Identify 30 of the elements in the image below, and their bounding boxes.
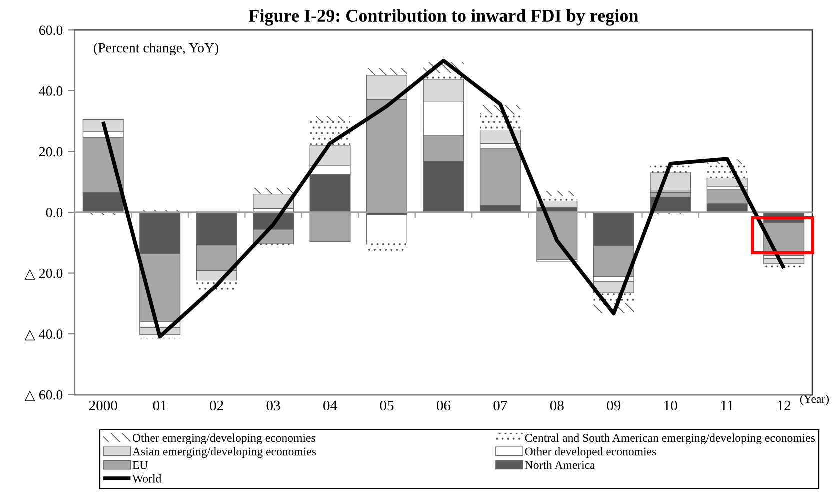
x-tick-label: 01 [153, 400, 167, 411]
legend-label: Central and South American emerging/developing economies [525, 434, 816, 445]
x-tick-label: 10 [664, 400, 678, 411]
legend-label: Other developed economies [525, 447, 656, 458]
legend-label: Other emerging/developing economies [132, 434, 316, 445]
y-tick-label: △ 60.0 [24, 390, 63, 402]
legend-label: Asian emerging/developing economies [132, 447, 316, 458]
y-tick-label: 0.0 [46, 208, 63, 218]
x-tick-label: 05 [380, 400, 394, 411]
y-tick-label: 60.0 [39, 26, 63, 36]
y-tick-label: 40.0 [39, 86, 63, 96]
annotation: (Percent change, YoY) [94, 42, 219, 56]
x-axis-title: (Year) [800, 394, 830, 406]
x-tick-label: 2000 [89, 400, 118, 411]
x-tick-label: 12 [778, 400, 791, 411]
x-tick-label: 02 [210, 400, 224, 411]
y-tick-label: △ 40.0 [24, 330, 63, 341]
x-tick-label: 08 [550, 400, 564, 411]
x-tick-label: 06 [436, 400, 451, 411]
y-tick-label: △ 20.0 [24, 268, 63, 280]
x-tick-label: 04 [324, 400, 338, 411]
x-tick-label: 11 [722, 400, 734, 411]
legend-label: North America [525, 460, 596, 470]
chart-title: Figure I-29: Contribution to inward FDI by region [248, 9, 638, 26]
legend-label: World [132, 474, 162, 483]
x-tick-label: 03 [266, 400, 280, 411]
x-tick-label: 07 [494, 400, 508, 411]
legend-label: EU [132, 461, 148, 470]
y-tick-label: 20.0 [40, 147, 63, 157]
x-tick-label: 09 [607, 400, 621, 411]
